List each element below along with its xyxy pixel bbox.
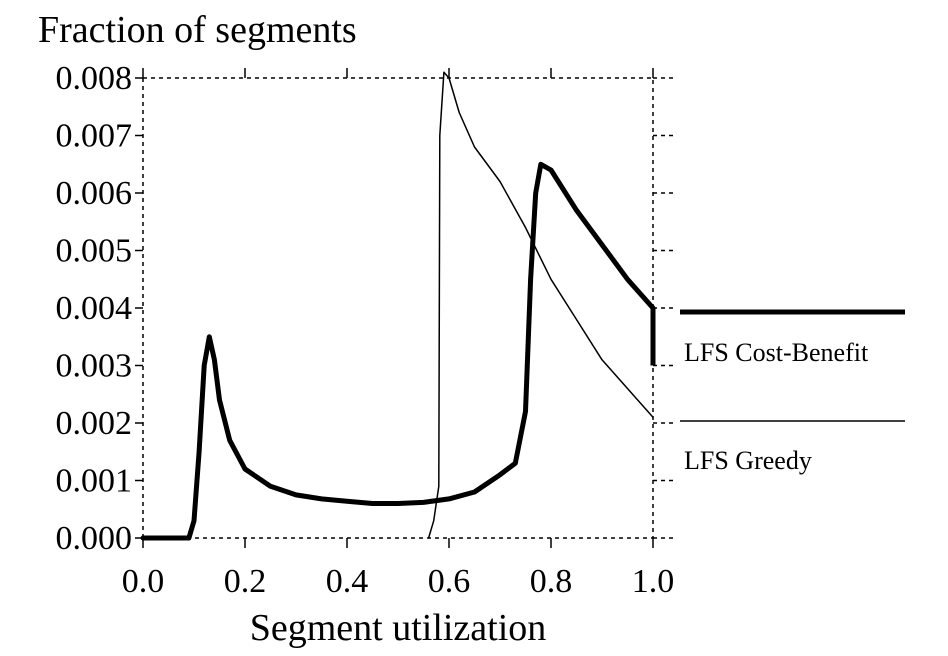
- y-tick-label: 0.008: [56, 60, 133, 97]
- y-tick-label: 0.002: [56, 405, 133, 442]
- y-tick-label: 0.000: [56, 520, 133, 557]
- x-axis: 0.0 0.2 0.4 0.6 0.8 1.0: [122, 68, 675, 600]
- y-tick-label: 0.003: [56, 348, 133, 385]
- x-tick-label: 0.0: [122, 563, 165, 600]
- x-tick-label: 0.2: [224, 563, 267, 600]
- x-tick-label: 1.0: [632, 563, 675, 600]
- legend-label-greedy: LFS Greedy: [684, 446, 812, 475]
- y-tick-label: 0.004: [56, 290, 133, 327]
- y-tick-label: 0.006: [56, 175, 133, 212]
- chart-title: Fraction of segments: [38, 9, 357, 51]
- plot-frame: [142, 77, 654, 539]
- x-tick-label: 0.6: [428, 563, 471, 600]
- series-line-cost-benefit: [140, 161, 656, 541]
- y-tick-label: 0.001: [56, 463, 133, 500]
- series-layer: [140, 71, 656, 541]
- legend-label-cost-benefit: LFS Cost-Benefit: [684, 338, 869, 367]
- x-tick-label: 0.4: [326, 563, 369, 600]
- y-tick-label: 0.007: [56, 118, 133, 155]
- x-tick-label: 0.8: [530, 563, 573, 600]
- x-axis-label: Segment utilization: [250, 607, 547, 649]
- y-tick-label: 0.005: [56, 233, 133, 270]
- legend: LFS Cost-Benefit LFS Greedy: [680, 309, 905, 475]
- series-line-greedy: [427, 71, 654, 539]
- y-axis: 0.000 0.001 0.002 0.003 0.004 0.005 0.006 0.007…: [56, 60, 675, 557]
